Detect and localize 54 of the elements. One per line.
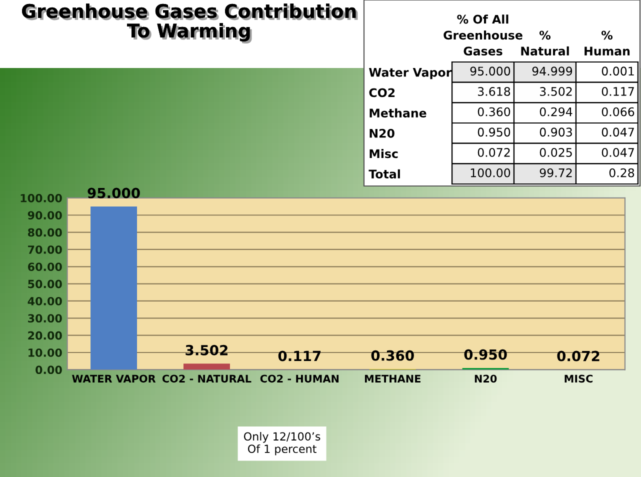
- text: Greenhouse Gases Contribution To Warming: [22, 4, 358, 44]
- y-tick-label: 80.00: [28, 228, 62, 237]
- y-tick-label: Methane: [370, 108, 426, 118]
- x-tick-label: % Natural: [521, 30, 569, 56]
- data-label: 0.950: [464, 349, 507, 360]
- x-tick-label: CO2 - HUMAN: [260, 374, 339, 383]
- x-tick-label: N20: [474, 374, 497, 383]
- data-label: 3.502: [186, 344, 228, 356]
- y-tick-label: Misc: [370, 149, 398, 158]
- x-tick-label: MISC: [564, 374, 593, 383]
- y-tick-label: N20: [370, 128, 394, 138]
- data-label: 95.000: [88, 188, 140, 198]
- y-tick-label: 100.00: [20, 194, 62, 202]
- data-label: 0.025: [540, 148, 572, 157]
- y-tick-label: 70.00: [28, 245, 62, 254]
- data-label: 0.360: [478, 107, 510, 116]
- x-tick-label: CO2 - NATURAL: [162, 374, 252, 383]
- y-tick-label: 60.00: [28, 262, 62, 272]
- y-tick-label: 10.00: [28, 348, 62, 357]
- y-tick-label: CO2: [369, 88, 395, 98]
- data-label: 0.047: [602, 148, 634, 157]
- text: Only 12/100’s Of 1 percent: [244, 432, 320, 456]
- data-label: 0.001: [602, 66, 634, 76]
- x-tick-label: % Of All Greenhouse Gases: [444, 14, 522, 56]
- bar: [183, 364, 230, 370]
- data-label: 100.00: [470, 168, 510, 178]
- y-tick-label: 90.00: [28, 211, 62, 220]
- data-label: 99.72: [540, 168, 572, 178]
- data-label: 3.618: [478, 86, 510, 96]
- y-tick-label: Water Vapor: [369, 68, 452, 80]
- y-tick-label: Total: [368, 169, 400, 178]
- y-tick-label: 40.00: [28, 296, 62, 306]
- y-tick-label: 0.00: [36, 366, 62, 374]
- y-tick-label: 50.00: [28, 280, 62, 288]
- data-label: 3.502: [540, 86, 572, 96]
- data-label: 0.066: [602, 107, 634, 116]
- y-tick-label: 20.00: [28, 331, 62, 340]
- data-label: 0.072: [557, 350, 600, 362]
- data-label: 0.117: [602, 86, 634, 96]
- data-label: 94.999: [532, 66, 572, 76]
- data-label: 0.903: [540, 128, 572, 137]
- data-label: 0.072: [478, 148, 510, 157]
- data-label: 0.28: [609, 168, 634, 178]
- bar: [90, 206, 138, 370]
- x-tick-label: WATER VAPOR: [72, 374, 156, 383]
- data-label: 0.294: [540, 107, 572, 116]
- x-tick-label: METHANE: [364, 374, 420, 382]
- data-label: 0.117: [278, 350, 321, 362]
- data-label: 95.000: [470, 66, 510, 76]
- y-tick-label: 30.00: [28, 314, 62, 323]
- data-label: 0.950: [478, 128, 510, 137]
- x-tick-label: % Human: [584, 30, 630, 56]
- data-label: 0.047: [602, 128, 634, 137]
- data-label: 0.360: [371, 350, 414, 361]
